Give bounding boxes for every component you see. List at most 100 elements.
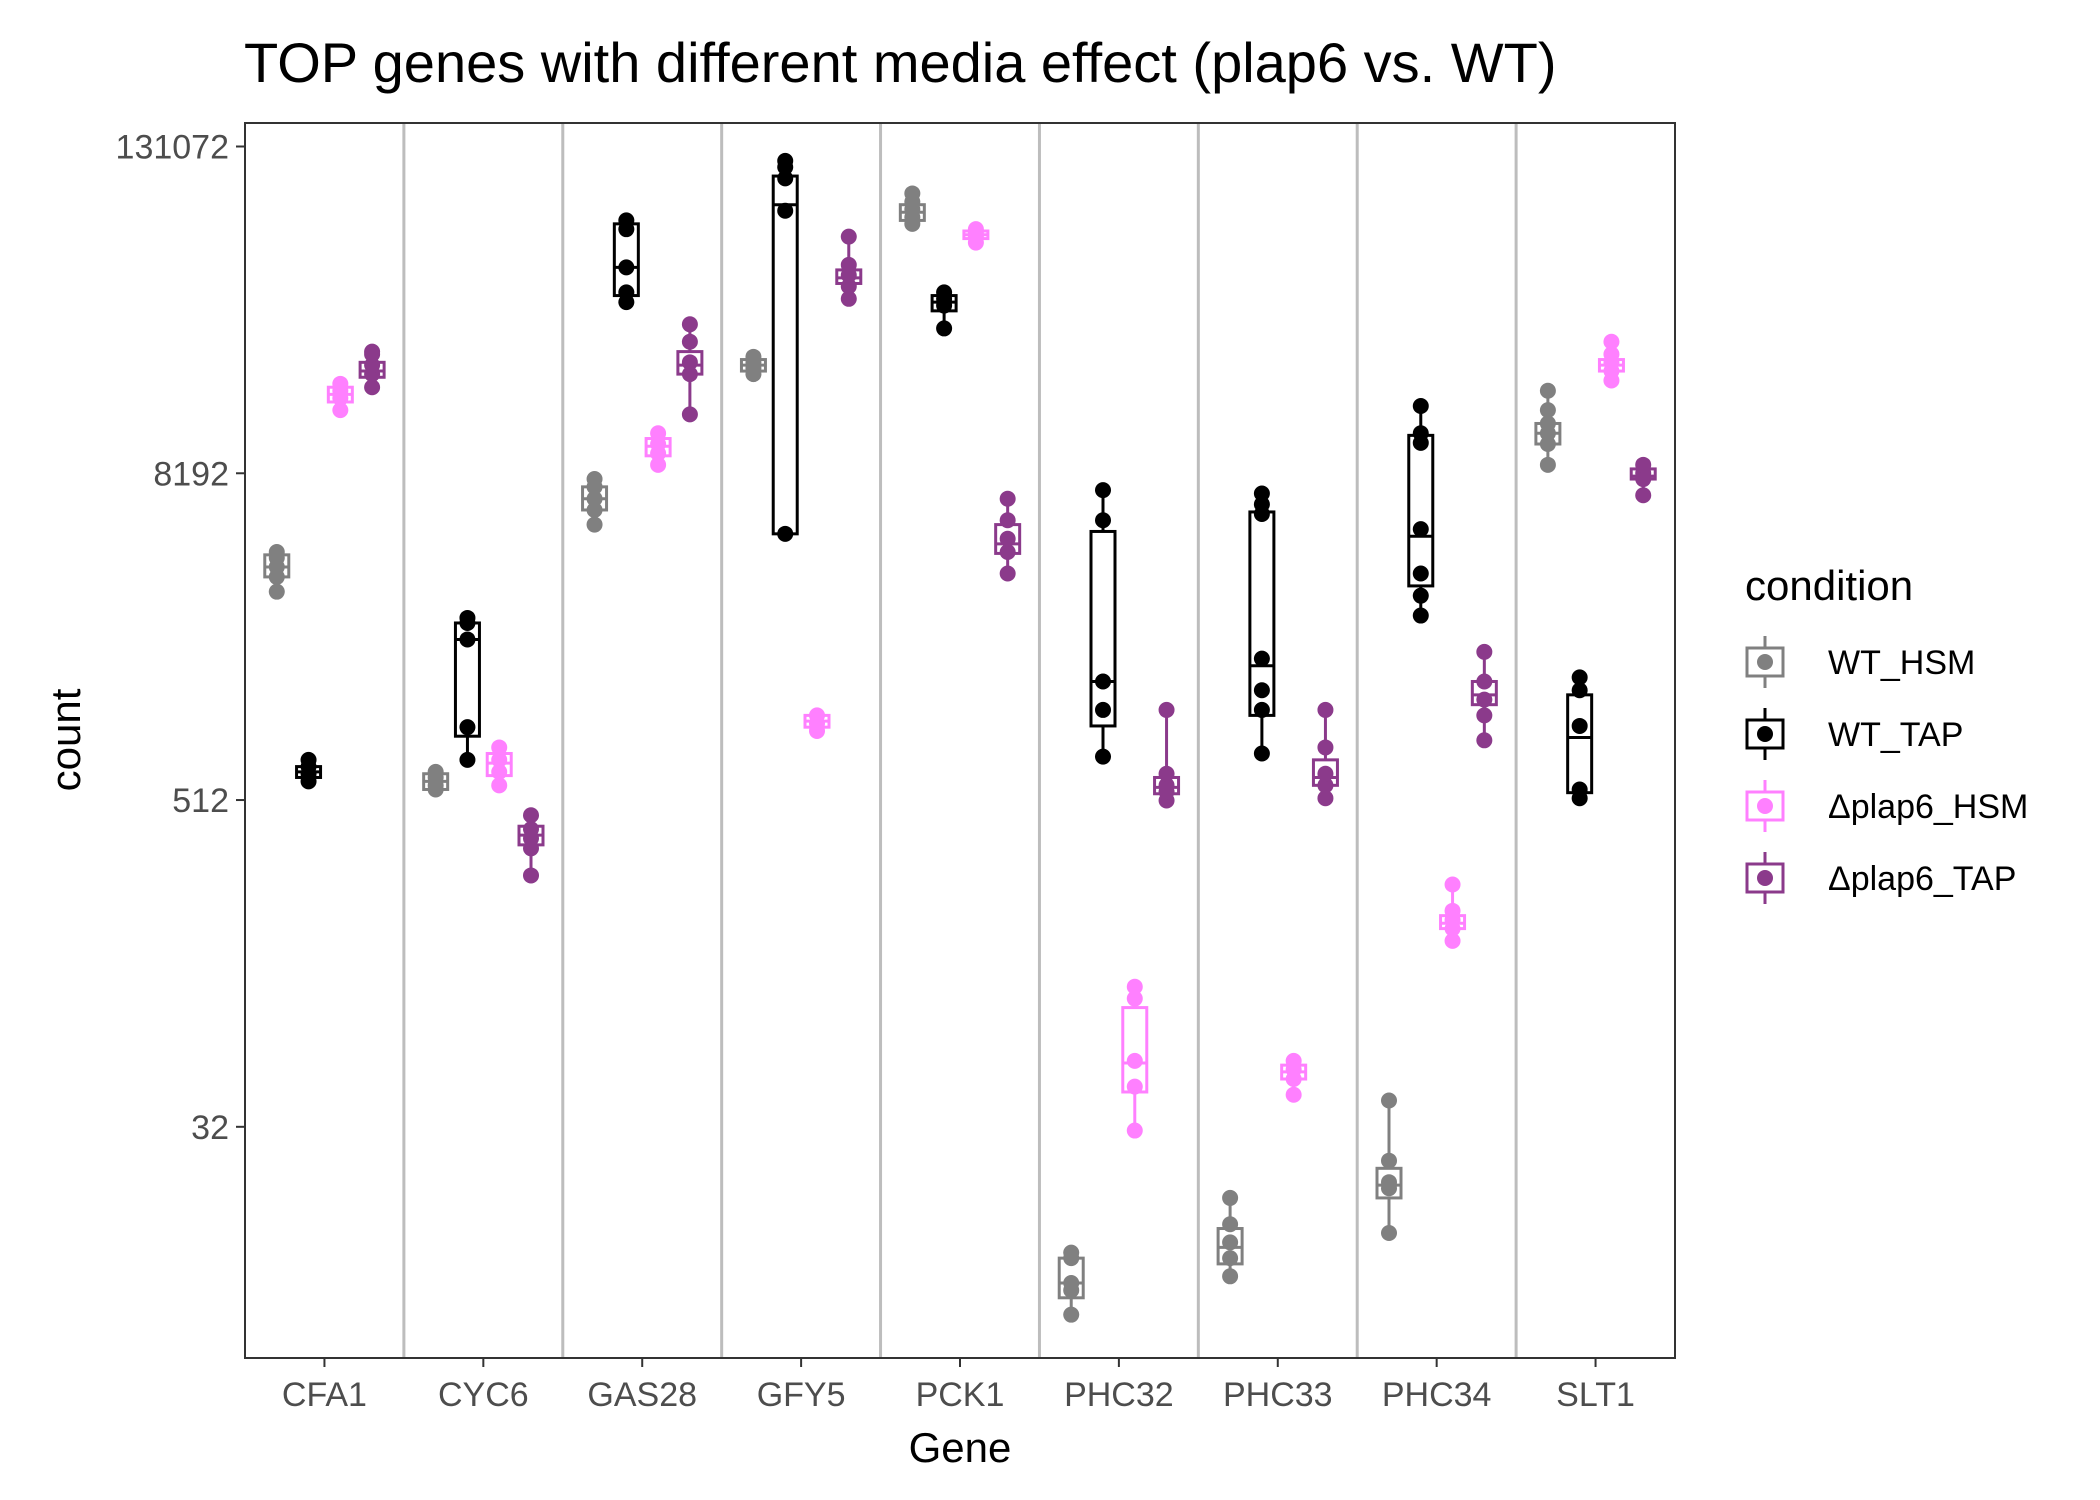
- data-point: [1317, 701, 1334, 718]
- data-point: [1126, 978, 1143, 995]
- data-point: [1158, 701, 1175, 718]
- data-point: [1285, 1052, 1302, 1069]
- chart-title: TOP genes with different media effect (p…: [244, 31, 1556, 94]
- box-group: [994, 490, 1022, 582]
- data-point: [1476, 691, 1493, 708]
- data-point: [1317, 765, 1334, 782]
- box-group: [835, 228, 863, 307]
- data-point: [523, 867, 539, 884]
- box-group: [263, 544, 291, 600]
- data-point: [618, 212, 635, 229]
- data-point: [491, 751, 508, 768]
- data-point: [459, 751, 476, 768]
- box-group: [771, 152, 799, 542]
- box-group: [1153, 701, 1181, 809]
- data-point: [1158, 777, 1175, 794]
- box-group: [962, 221, 990, 251]
- data-point: [1253, 682, 1270, 699]
- legend-label: Δplap6_TAP: [1828, 860, 2016, 898]
- data-point: [1635, 487, 1652, 504]
- data-point: [904, 185, 921, 202]
- box-group: [581, 471, 609, 533]
- data-point: [1381, 1224, 1397, 1241]
- data-point: [1253, 650, 1270, 667]
- box-group: [1439, 876, 1467, 949]
- series-2-group: [326, 221, 1625, 1139]
- data-point: [1381, 1174, 1397, 1191]
- x-tick-label: CYC6: [438, 1376, 529, 1414]
- series-1-group: [295, 152, 1594, 807]
- box: [1089, 529, 1117, 728]
- data-point: [1126, 1122, 1143, 1139]
- data-point: [777, 152, 794, 169]
- data-point: [1444, 932, 1461, 949]
- legend-key-point: [1757, 726, 1773, 742]
- box-group: [1566, 669, 1594, 807]
- data-point: [936, 284, 953, 301]
- data-point: [1317, 790, 1334, 807]
- data-point: [1222, 1234, 1239, 1251]
- data-point: [1412, 587, 1429, 604]
- box-group: [676, 316, 704, 423]
- data-point: [967, 221, 984, 238]
- data-point: [1603, 346, 1620, 363]
- box: [1407, 433, 1435, 588]
- legend-title: condition: [1745, 562, 1913, 609]
- data-point: [1412, 521, 1429, 538]
- data-point: [491, 777, 508, 794]
- x-tick-label: GFY5: [757, 1376, 846, 1414]
- box-group: [517, 807, 545, 884]
- box-group: [1597, 333, 1625, 389]
- data-point: [1571, 682, 1588, 699]
- data-point: [745, 348, 762, 365]
- data-point: [364, 357, 381, 374]
- data-point: [650, 456, 667, 473]
- data-point: [1126, 1052, 1143, 1069]
- box-group: [326, 375, 354, 419]
- data-point: [1539, 456, 1556, 473]
- data-point: [777, 202, 794, 219]
- data-point: [586, 490, 603, 507]
- data-point: [427, 763, 444, 780]
- data-point: [840, 278, 857, 295]
- data-point: [1222, 1189, 1239, 1206]
- x-axis-title: Gene: [909, 1424, 1012, 1471]
- legend-key-point: [1757, 654, 1773, 670]
- legend-key-box: [1745, 862, 1785, 894]
- data-point: [1126, 990, 1143, 1007]
- data-point: [1317, 739, 1334, 756]
- data-point: [1222, 1216, 1239, 1233]
- box-group: [1089, 482, 1117, 765]
- legend-label: Δplap6_HSM: [1828, 788, 2028, 826]
- series-3-group: [358, 228, 1657, 884]
- data-point: [1444, 902, 1461, 919]
- data-point: [618, 284, 635, 301]
- box-group: [1057, 1244, 1085, 1323]
- data-point: [840, 290, 857, 307]
- box-group: [1216, 1189, 1244, 1285]
- legend-key-point: [1757, 798, 1773, 814]
- data-point: [777, 170, 794, 187]
- data-point: [1412, 397, 1429, 414]
- x-tick-label: SLT1: [1556, 1376, 1635, 1414]
- x-tick-label: PHC32: [1064, 1376, 1174, 1414]
- data-point: [936, 320, 953, 337]
- data-point: [681, 406, 698, 423]
- data-point: [491, 739, 508, 756]
- data-point: [1126, 1078, 1143, 1095]
- box-group: [1375, 1092, 1403, 1241]
- data-point: [268, 544, 285, 561]
- panel-border: [244, 122, 1676, 1359]
- x-tick-label: PCK1: [916, 1376, 1005, 1414]
- data-point: [1317, 777, 1334, 794]
- box-group: [898, 185, 926, 232]
- box-group: [453, 609, 481, 768]
- data-point: [809, 707, 825, 724]
- data-point: [999, 530, 1016, 547]
- data-point: [1253, 485, 1270, 502]
- data-point: [332, 375, 349, 392]
- y-tick-label: 8192: [153, 455, 229, 493]
- box-group: [739, 348, 767, 383]
- data-point: [1095, 673, 1111, 690]
